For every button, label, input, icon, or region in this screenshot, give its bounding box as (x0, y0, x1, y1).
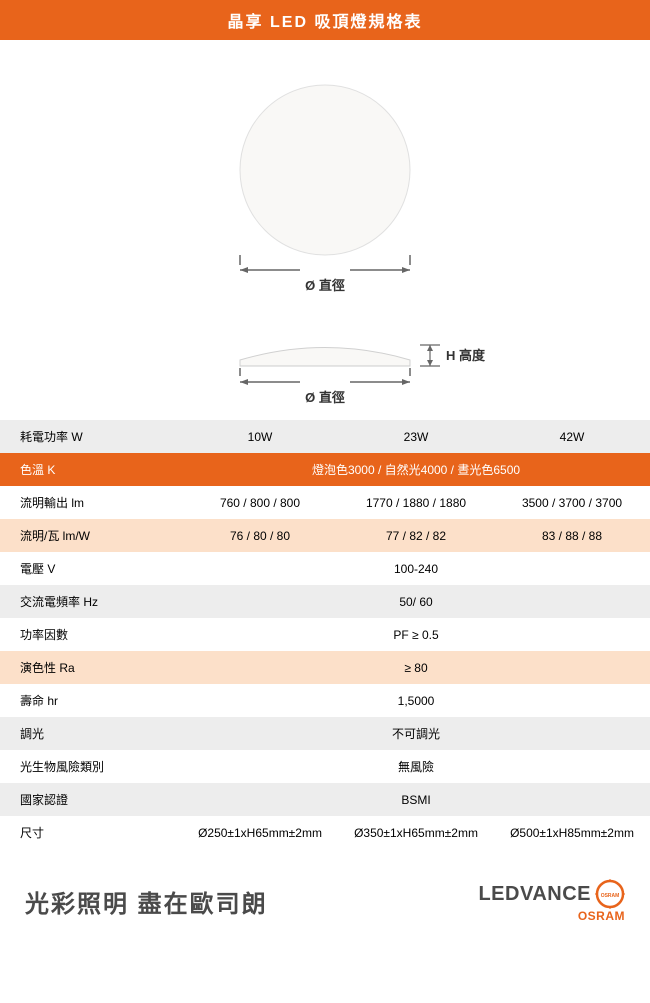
row-cell: 76 / 80 / 80 (182, 519, 338, 552)
lamp-side-profile (240, 348, 410, 367)
row-merged-value: 不可調光 (182, 717, 650, 750)
row-label: 演色性 Ra (0, 651, 182, 684)
row-cell: 23W (338, 420, 494, 453)
row-cell: 1770 / 1880 / 1880 (338, 486, 494, 519)
row-label: 國家認證 (0, 783, 182, 816)
row-merged-value: PF ≥ 0.5 (182, 618, 650, 651)
product-diagram: Ø 直徑 H 高度 Ø 直徑 (0, 40, 650, 420)
footer: 光彩照明 盡在歐司朗 LEDVANCE OSRAM OSRAM (0, 849, 650, 943)
osram-logo-icon: OSRAM (595, 879, 625, 909)
row-cell: Ø350±1xH65mm±2mm (338, 816, 494, 849)
row-label: 調光 (0, 717, 182, 750)
height-arrow-up (427, 345, 433, 351)
row-label: 耗電功率 W (0, 420, 182, 453)
row-label: 壽命 hr (0, 684, 182, 717)
spec-table-body: 耗電功率 W10W23W42W色溫 K燈泡色3000 / 自然光4000 / 晝… (0, 420, 650, 849)
table-row: 尺寸Ø250±1xH65mm±2mmØ350±1xH65mm±2mmØ500±1… (0, 816, 650, 849)
table-row: 演色性 Ra≥ 80 (0, 651, 650, 684)
dim2-arrow-left (240, 379, 248, 385)
footer-logo-block: LEDVANCE OSRAM OSRAM (478, 879, 625, 923)
row-merged-value: 無風險 (182, 750, 650, 783)
table-row: 國家認證BSMI (0, 783, 650, 816)
page-container: 晶享 LED 吸頂燈規格表 Ø 直徑 H 高度 (0, 0, 650, 943)
row-label: 尺寸 (0, 816, 182, 849)
row-cell: 760 / 800 / 800 (182, 486, 338, 519)
table-row: 調光不可調光 (0, 717, 650, 750)
lamp-top-circle (240, 85, 410, 255)
page-title: 晶享 LED 吸頂燈規格表 (228, 14, 423, 31)
row-cell: 77 / 82 / 82 (338, 519, 494, 552)
row-merged-value: BSMI (182, 783, 650, 816)
brand-ledvance: LEDVANCE (478, 883, 591, 906)
height-label: H 高度 (446, 348, 486, 363)
table-row: 流明輸出 lm760 / 800 / 8001770 / 1880 / 1880… (0, 486, 650, 519)
diameter-label-top: Ø 直徑 (305, 278, 345, 293)
row-merged-value: 100-240 (182, 552, 650, 585)
table-row: 壽命 hr1,5000 (0, 684, 650, 717)
row-merged-value: ≥ 80 (182, 651, 650, 684)
row-cell: 3500 / 3700 / 3700 (494, 486, 650, 519)
row-label: 電壓 V (0, 552, 182, 585)
table-row: 光生物風險類別無風險 (0, 750, 650, 783)
table-row: 耗電功率 W10W23W42W (0, 420, 650, 453)
spec-table: 耗電功率 W10W23W42W色溫 K燈泡色3000 / 自然光4000 / 晝… (0, 420, 650, 849)
row-cell: 10W (182, 420, 338, 453)
row-merged-value: 50/ 60 (182, 585, 650, 618)
footer-logo-row: LEDVANCE OSRAM (478, 879, 625, 909)
table-row: 流明/瓦 lm/W76 / 80 / 8077 / 82 / 8283 / 88… (0, 519, 650, 552)
table-row: 電壓 V100-240 (0, 552, 650, 585)
dim-arrow-right (402, 267, 410, 273)
dim-arrow-left (240, 267, 248, 273)
diagram-svg: Ø 直徑 H 高度 Ø 直徑 (0, 40, 650, 420)
row-cell: Ø250±1xH65mm±2mm (182, 816, 338, 849)
title-bar: 晶享 LED 吸頂燈規格表 (0, 0, 650, 40)
table-row: 色溫 K燈泡色3000 / 自然光4000 / 晝光色6500 (0, 453, 650, 486)
diameter-label-bottom: Ø 直徑 (305, 390, 345, 405)
row-label: 色溫 K (0, 453, 182, 486)
row-merged-value: 1,5000 (182, 684, 650, 717)
row-cell: 83 / 88 / 88 (494, 519, 650, 552)
row-label: 光生物風險類別 (0, 750, 182, 783)
row-merged-value: 燈泡色3000 / 自然光4000 / 晝光色6500 (182, 453, 650, 486)
row-label: 功率因數 (0, 618, 182, 651)
row-label: 流明輸出 lm (0, 486, 182, 519)
dim2-arrow-right (402, 379, 410, 385)
osram-logo-text: OSRAM (601, 893, 620, 899)
row-cell: 42W (494, 420, 650, 453)
height-arrow-down (427, 360, 433, 366)
row-label: 交流電頻率 Hz (0, 585, 182, 618)
table-row: 交流電頻率 Hz50/ 60 (0, 585, 650, 618)
brand-osram: OSRAM (478, 909, 625, 923)
row-cell: Ø500±1xH85mm±2mm (494, 816, 650, 849)
row-label: 流明/瓦 lm/W (0, 519, 182, 552)
table-row: 功率因數PF ≥ 0.5 (0, 618, 650, 651)
footer-slogan: 光彩照明 盡在歐司朗 (25, 884, 268, 919)
